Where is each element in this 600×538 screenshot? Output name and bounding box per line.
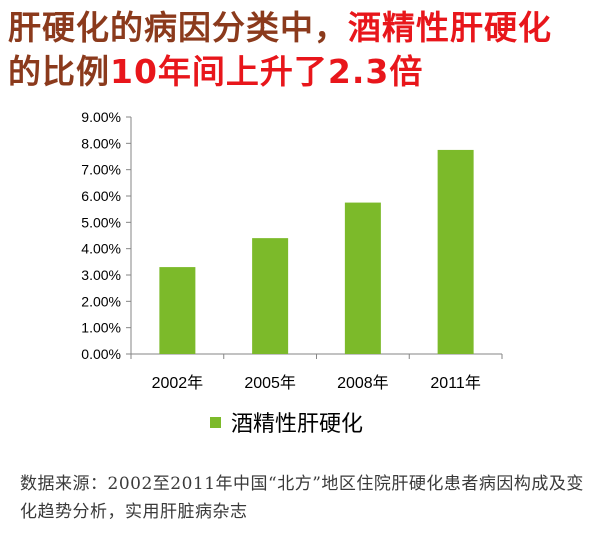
bar xyxy=(344,202,381,354)
bar xyxy=(252,238,289,354)
x-tick-label: 2005年 xyxy=(244,374,296,392)
legend-label: 酒精性肝硬化 xyxy=(231,412,364,437)
x-tick-label: 2002年 xyxy=(152,374,204,392)
x-tick-label: 2011年 xyxy=(430,374,480,392)
title-line1-part2: 酒精性肝硬化 xyxy=(348,8,552,47)
legend: 酒精性肝硬化 xyxy=(210,406,363,438)
y-tick-label: 2.00% xyxy=(81,293,121,309)
title-line2-part2: 10年间上升了2.3倍 xyxy=(110,52,424,91)
y-tick-label: 9.00% xyxy=(81,109,121,125)
title-line2-part1: 的比例 xyxy=(8,52,110,91)
y-tick-label: 0.00% xyxy=(81,346,121,362)
bar xyxy=(437,149,474,354)
x-tick-label: 2008年 xyxy=(337,374,389,392)
bar-chart: 0.00% 1.00% 2.00% 3.00% 4.00% 5.00% 6.00% 7.00%… xyxy=(81,109,503,392)
title-line-1: 肝硬化的病因分类中，酒精性肝硬化 xyxy=(8,6,598,50)
y-tick-label: 7.00% xyxy=(81,162,121,178)
y-tick-label: 4.00% xyxy=(81,241,121,257)
source-note: 数据来源：2002至2011年中国“北方”地区住院肝硬化患者病因构成及变化趋势分… xyxy=(20,474,584,522)
bar xyxy=(159,267,196,354)
y-tick-label: 8.00% xyxy=(81,135,121,151)
y-tick-label: 5.00% xyxy=(81,214,121,230)
y-tick-label: 1.00% xyxy=(81,320,121,336)
y-tick-label: 6.00% xyxy=(81,188,121,204)
legend-swatch xyxy=(210,416,221,428)
chart-title: 肝硬化的病因分类中，酒精性肝硬化 的比例10年间上升了2.3倍 xyxy=(8,6,598,94)
y-tick-label: 3.00% xyxy=(81,267,121,283)
title-line-2: 的比例10年间上升了2.3倍 xyxy=(8,50,598,94)
title-line1-part1: 肝硬化的病因分类中， xyxy=(8,8,348,47)
